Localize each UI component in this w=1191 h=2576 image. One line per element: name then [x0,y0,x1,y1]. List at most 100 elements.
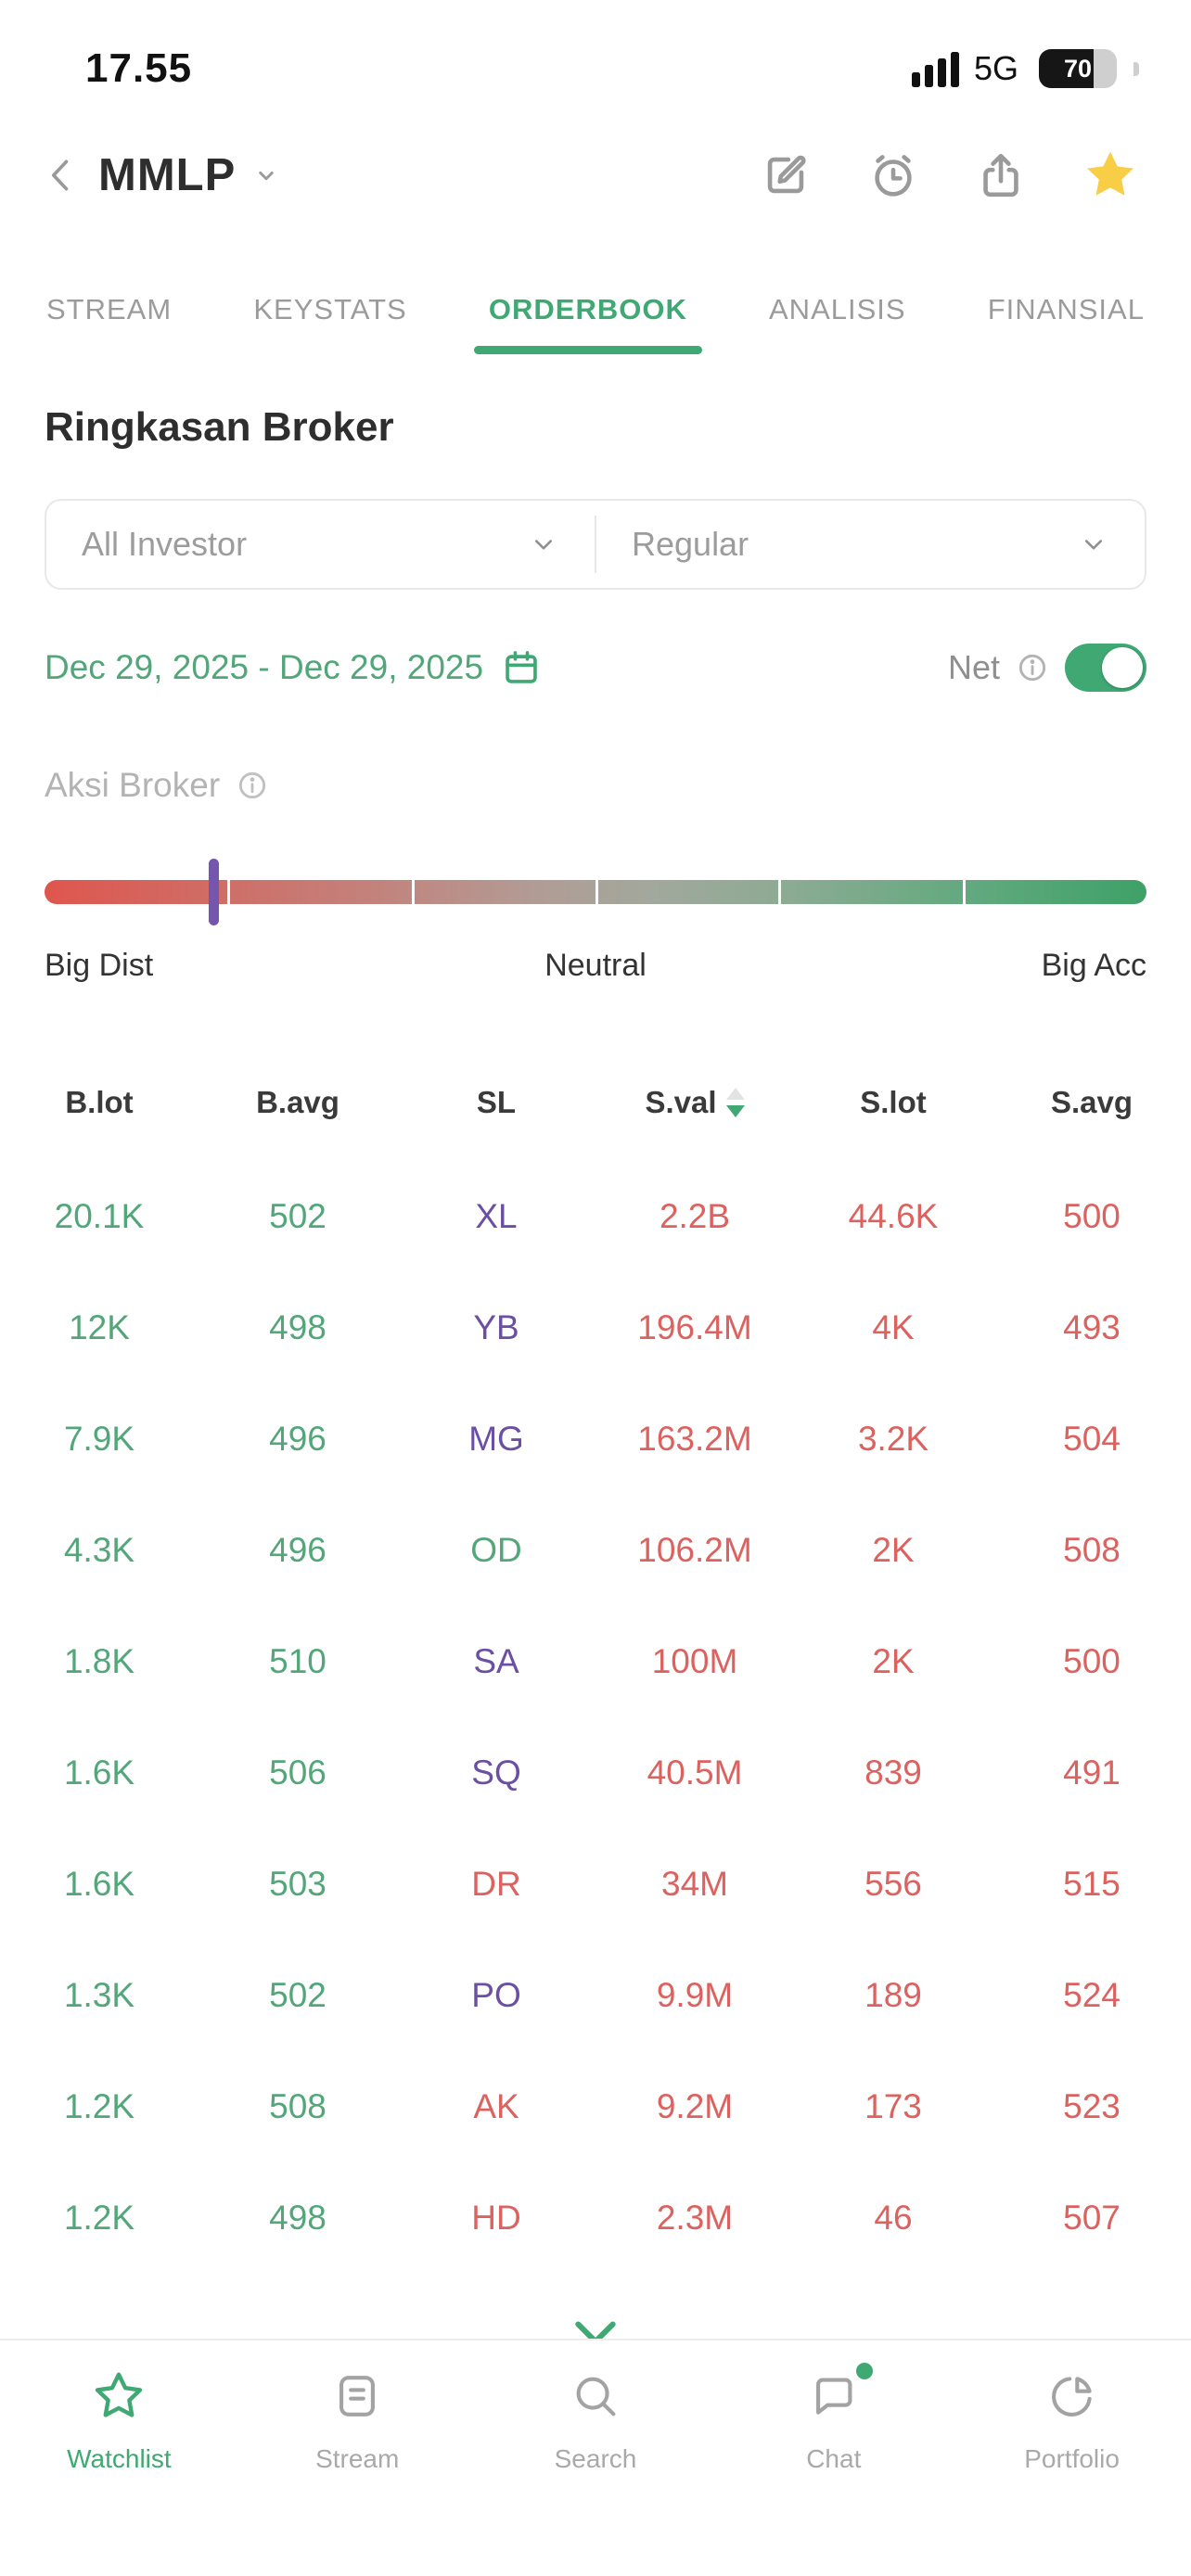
cell-s-avg: 493 [1063,1308,1121,1346]
table-row[interactable]: 7.9K 496 MG 163.2M 3.2K 504 [0,1384,1191,1495]
gauge-gradient-bar [45,880,1146,904]
cell-s-avg: 507 [1063,2199,1121,2237]
cell-b-avg: 496 [269,1420,327,1458]
gauge-label-right: Big Acc [1041,948,1146,983]
cell-b-avg: 506 [269,1753,327,1792]
table-row[interactable]: 1.2K 508 AK 9.2M 173 523 [0,2051,1191,2162]
table-row[interactable]: 12K 498 YB 196.4M 4K 493 [0,1272,1191,1384]
cell-s-lot: 3.2K [857,1420,929,1458]
nav-item-search[interactable]: Search [477,2366,715,2576]
back-icon[interactable] [41,148,82,202]
cell-broker-code: AK [473,2087,519,2125]
cell-b-avg: 496 [269,1531,327,1569]
clock-time: 17.55 [85,45,193,91]
symbol-dropdown-icon[interactable] [252,161,280,189]
table-row[interactable]: 4.3K 496 OD 106.2M 2K 508 [0,1495,1191,1606]
battery-percent: 70 [1063,54,1093,83]
nav-item-label: Search [554,2444,637,2473]
cell-s-lot: 556 [864,1865,922,1903]
cell-broker-code: YB [473,1308,519,1346]
gauge-label-center: Neutral [544,948,647,983]
stream-icon [327,2366,387,2426]
investor-filter-dropdown[interactable]: All Investor [46,501,595,588]
cell-broker-code: DR [471,1865,521,1903]
battery-icon: 70 [1039,49,1117,88]
column-header-slot[interactable]: S.lot [860,1085,927,1119]
sort-desc-icon [725,1105,745,1117]
stock-symbol[interactable]: MMLP [98,150,237,200]
column-header-savg[interactable]: S.avg [1050,1085,1133,1119]
unread-badge [855,2363,873,2379]
net-toggle[interactable] [1065,644,1146,692]
nav-item-portfolio[interactable]: Portfolio [953,2366,1191,2576]
cell-broker-code: OD [470,1531,522,1569]
date-net-row: Dec 29, 2025 - Dec 29, 2025 Net [45,644,1146,692]
portfolio-icon [1043,2366,1102,2426]
cell-s-avg: 523 [1063,2087,1121,2125]
edit-icon[interactable] [759,148,813,202]
cell-b-lot: 1.2K [63,2087,135,2125]
table-row[interactable]: 1.8K 510 SA 100M 2K 500 [0,1606,1191,1717]
nav-item-label: Stream [315,2444,400,2473]
table-row[interactable]: 1.2K 498 HD 2.3M 46 507 [0,2162,1191,2274]
tab-finansial[interactable]: FINANSIAL [987,293,1145,325]
cell-s-lot: 2K [872,1531,915,1569]
cell-broker-code: SA [473,1642,519,1680]
status-bar: 17.55 5G 70 [0,0,1191,96]
filter-divider [595,516,596,573]
cell-broker-code: MG [468,1420,524,1458]
column-header-sl[interactable]: SL [476,1085,517,1119]
column-header-bavg[interactable]: B.avg [256,1085,339,1119]
column-header-sval[interactable]: S.val [596,1085,794,1120]
info-icon[interactable] [235,768,270,803]
cell-b-avg: 498 [269,1308,327,1346]
cell-b-lot: 1.8K [63,1642,135,1680]
cell-s-lot: 189 [864,1976,922,2014]
favorite-star-icon[interactable] [1082,147,1139,204]
aksi-broker-section: Aksi Broker Big Dist Neutral Big Acc [45,766,1146,988]
table-row[interactable]: 1.3K 502 PO 9.9M 189 524 [0,1940,1191,2051]
cell-b-lot: 7.9K [63,1420,135,1458]
cell-s-avg: 515 [1063,1865,1121,1903]
column-header-blot[interactable]: B.lot [65,1085,134,1119]
cell-s-val: 100M [651,1642,738,1680]
cell-s-val: 2.2B [659,1197,731,1235]
table-row[interactable]: 1.6K 503 DR 34M 556 515 [0,1829,1191,1940]
tab-analisis[interactable]: ANALISIS [769,293,906,325]
alarm-icon[interactable] [866,148,920,202]
cell-s-lot: 4K [872,1308,915,1346]
cell-b-lot: 12K [69,1308,130,1346]
cell-s-avg: 491 [1063,1753,1121,1792]
nav-item-stream[interactable]: Stream [238,2366,477,2576]
info-icon[interactable] [1015,650,1050,685]
cellular-signal-icon [911,50,959,87]
date-range-value: Dec 29, 2025 - Dec 29, 2025 [45,648,484,686]
cell-s-avg: 500 [1063,1197,1121,1235]
cell-s-lot: 839 [864,1753,922,1792]
nav-item-label: Portfolio [1024,2444,1120,2473]
cell-b-lot: 1.6K [63,1753,135,1792]
share-icon[interactable] [974,148,1028,202]
aksi-broker-label: Aksi Broker [45,766,221,804]
cell-s-val: 163.2M [637,1420,752,1458]
cell-b-avg: 498 [269,2199,327,2237]
nav-item-watchlist[interactable]: Watchlist [0,2366,238,2576]
cell-s-lot: 44.6K [848,1197,939,1235]
chevron-down-icon [528,529,559,560]
nav-item-chat[interactable]: Chat [714,2363,953,2576]
table-row[interactable]: 20.1K 502 XL 2.2B 44.6K 500 [0,1161,1191,1272]
market-filter-dropdown[interactable]: Regular [596,501,1145,588]
net-label: Net [947,648,1000,686]
bottom-navigation: Watchlist Stream Search Chat Portfolio [0,2339,1191,2576]
cell-s-avg: 504 [1063,1420,1121,1458]
tab-orderbook[interactable]: ORDERBOOK [473,293,702,354]
tab-stream[interactable]: STREAM [46,293,173,325]
battery-tip [1133,61,1139,76]
table-row[interactable]: 1.6K 506 SQ 40.5M 839 491 [0,1717,1191,1829]
date-range-picker[interactable]: Dec 29, 2025 - Dec 29, 2025 [45,646,543,689]
cell-s-lot: 46 [874,2199,913,2237]
tab-keystats[interactable]: KEYSTATS [253,293,407,325]
table-header: B.lot B.avg SL S.val S.lot S.avg [0,1085,1191,1120]
star-icon [89,2366,148,2426]
